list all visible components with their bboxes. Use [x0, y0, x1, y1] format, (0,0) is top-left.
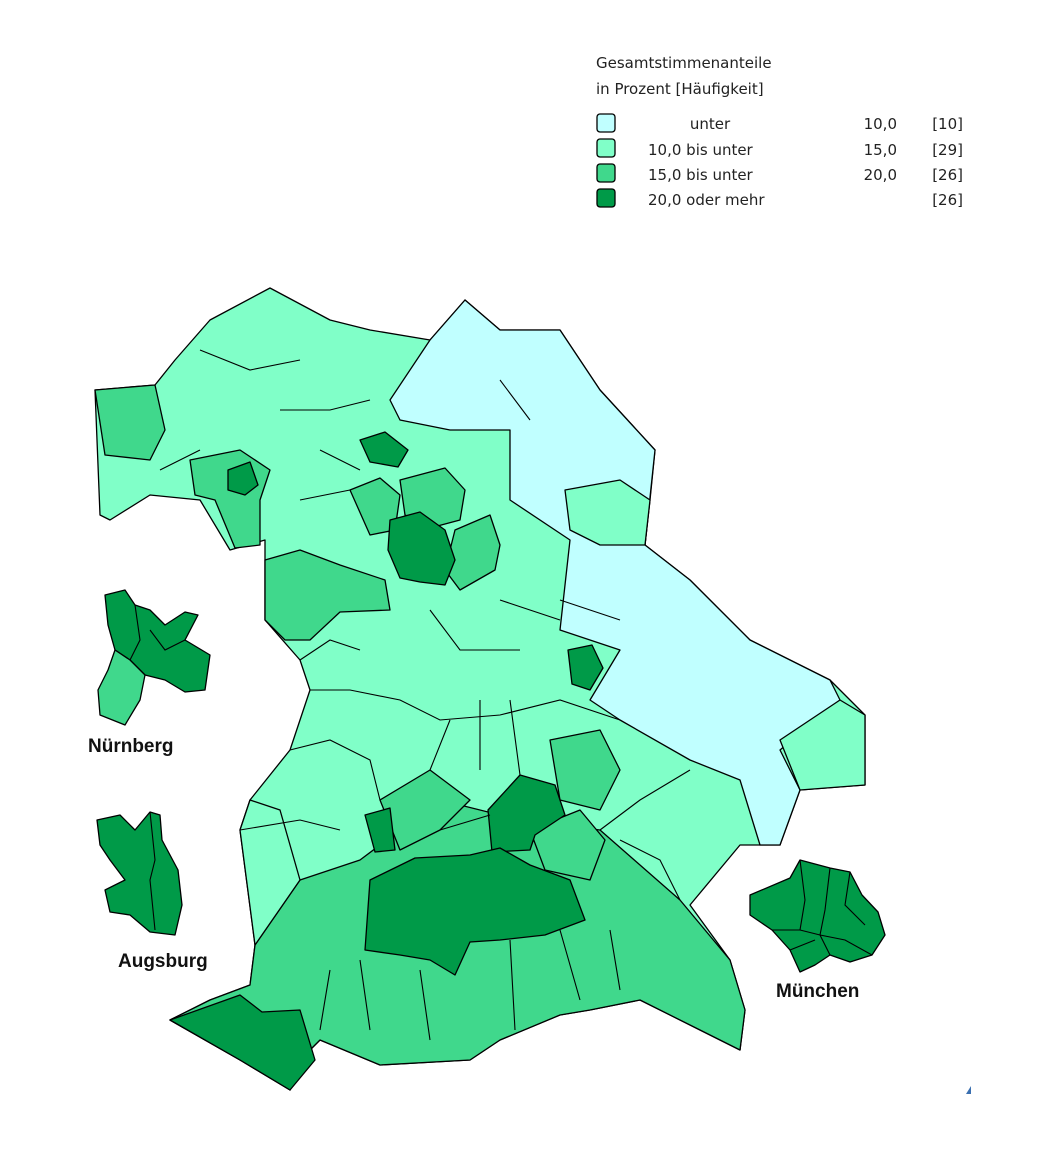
- region: [549, 729, 621, 811]
- city-label: München: [776, 981, 859, 1002]
- city-label: Nürnberg: [88, 736, 174, 757]
- legend-bound: 20,0: [864, 166, 897, 184]
- legend-count: [26]: [932, 191, 963, 209]
- region: [169, 994, 316, 1091]
- legend-title: Gesamtstimmenanteile: [596, 54, 772, 72]
- region: [387, 511, 456, 586]
- inset-augsburg: Augsburg: [96, 811, 208, 972]
- legend-swatch: [596, 163, 616, 183]
- legend-swatch: [596, 138, 616, 158]
- region: [349, 477, 401, 536]
- region: [239, 799, 301, 946]
- legend-count: [29]: [932, 141, 963, 159]
- inset-muenchen: München: [749, 859, 886, 1002]
- region: [264, 549, 391, 641]
- legend-bound: 15,0: [864, 141, 897, 159]
- region: [529, 809, 606, 881]
- corner-mark: [966, 1086, 971, 1094]
- city-label: Augsburg: [118, 951, 208, 972]
- legend-label: 15,0 bis unter: [648, 166, 754, 184]
- legend-title: in Prozent [Häufigkeit]: [596, 80, 764, 98]
- region: [227, 461, 259, 496]
- border: [129, 604, 186, 661]
- border: [149, 811, 156, 931]
- region: [389, 299, 841, 846]
- border: [159, 349, 691, 1041]
- region: [564, 479, 651, 546]
- region: [379, 769, 471, 851]
- region: [364, 847, 586, 976]
- region: [779, 699, 866, 791]
- region: [567, 644, 604, 691]
- legend-label: unter: [690, 115, 731, 133]
- region: [97, 649, 146, 726]
- inset-nuernberg: Nürnberg: [88, 589, 211, 757]
- legend-label: 20,0 oder mehr: [648, 191, 765, 209]
- region: [94, 384, 166, 461]
- bavaria-map: [94, 287, 866, 1091]
- region: [96, 811, 183, 936]
- legend-label: 10,0 bis unter: [648, 141, 754, 159]
- region: [364, 807, 396, 853]
- region: [749, 859, 886, 973]
- border: [772, 859, 873, 956]
- legend: Gesamtstimmenanteile in Prozent [Häufigk…: [596, 54, 963, 209]
- legend-swatch: [596, 188, 616, 208]
- legend-count: [26]: [932, 166, 963, 184]
- legend-count: [10]: [932, 115, 963, 133]
- legend-swatch: [596, 113, 616, 133]
- region: [359, 431, 409, 468]
- legend-bound: 10,0: [864, 115, 897, 133]
